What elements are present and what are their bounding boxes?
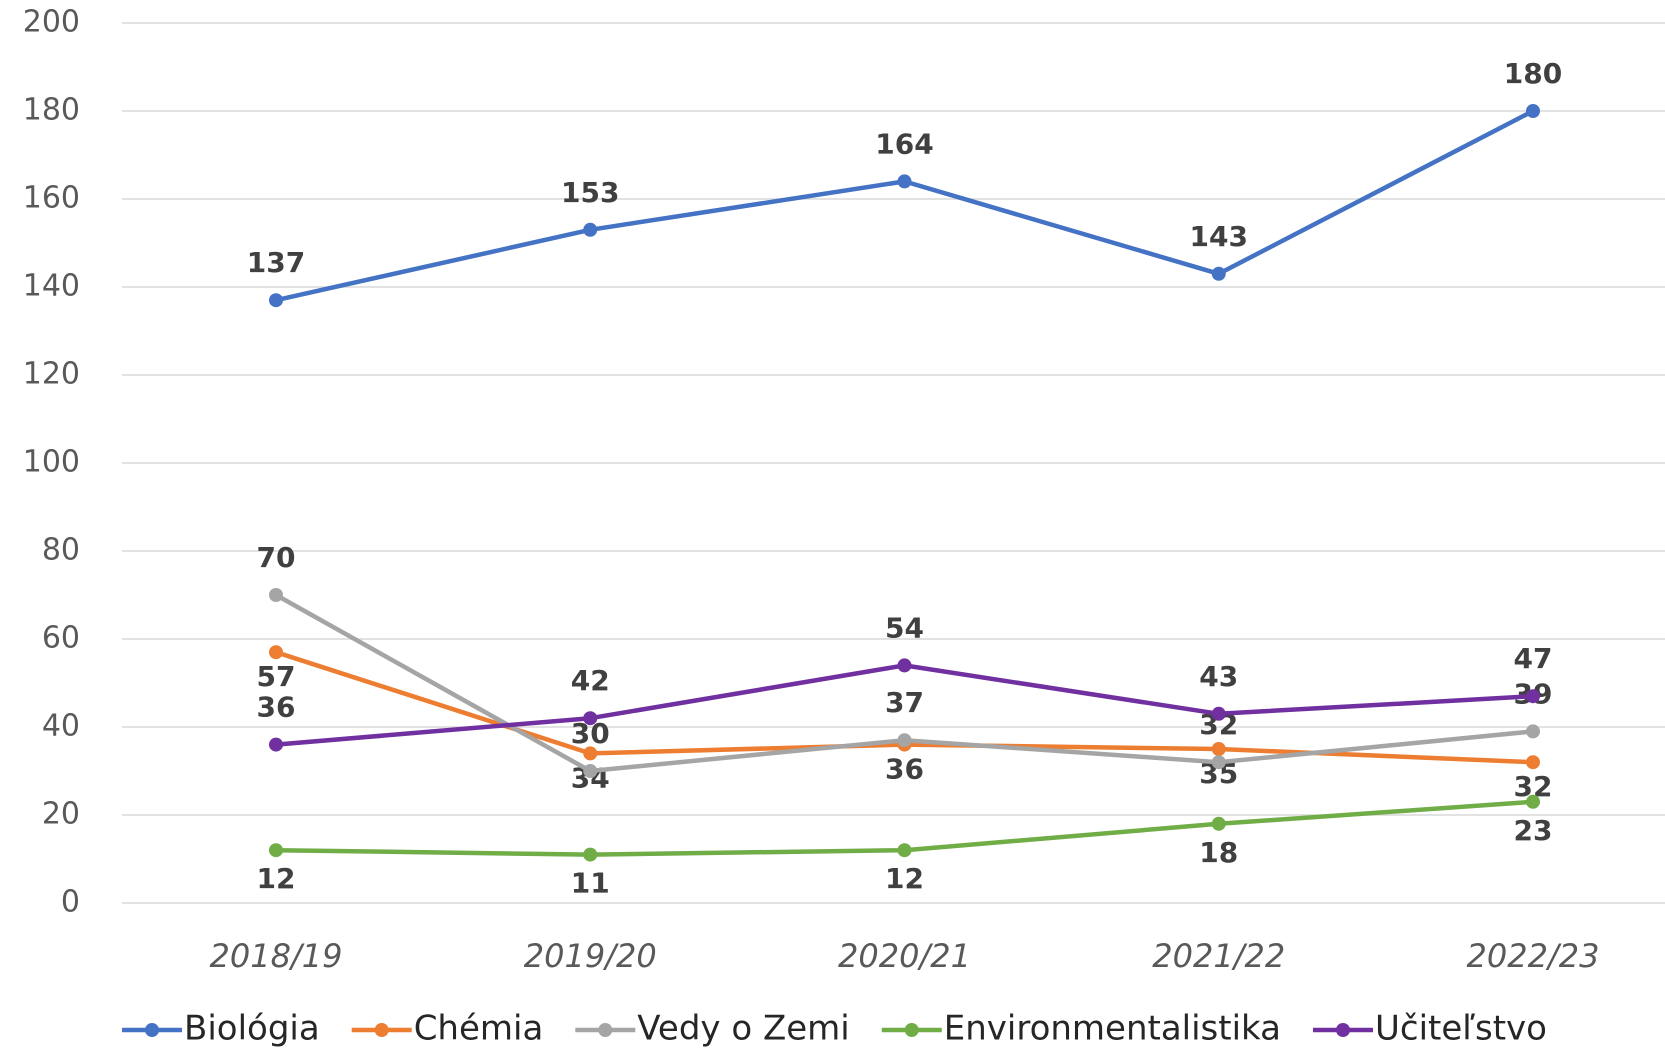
legend-marker [1335, 1023, 1350, 1037]
data-label: 143 [1190, 220, 1248, 253]
x-tick-label: 2021/22 [1152, 937, 1285, 975]
series-marker [269, 645, 283, 660]
data-label: 137 [247, 246, 305, 279]
series-marker [583, 746, 598, 761]
y-tick-label: 80 [42, 533, 80, 568]
legend-label: Biológia [184, 1009, 320, 1049]
data-label: 12 [257, 862, 296, 895]
legend-marker [374, 1023, 389, 1037]
data-label: 153 [561, 176, 619, 209]
legend-marker [145, 1023, 159, 1037]
x-tick-label: 2022/23 [1467, 937, 1600, 975]
series-marker [583, 847, 598, 862]
series-marker [1526, 755, 1540, 770]
data-label: 57 [257, 660, 296, 693]
y-tick-label: 140 [23, 269, 80, 304]
series-marker [1526, 724, 1540, 739]
y-tick-label: 60 [42, 621, 80, 656]
series-marker [1211, 755, 1226, 770]
y-tick-label: 40 [42, 709, 80, 744]
y-tick-label: 20 [42, 797, 80, 832]
series-marker [897, 174, 912, 189]
y-tick-label: 100 [23, 445, 80, 480]
data-label: 164 [875, 127, 933, 160]
series-marker [897, 843, 912, 858]
series-marker [269, 293, 283, 308]
y-tick-label: 200 [23, 5, 80, 40]
legend-label: Environmentalistika [944, 1009, 1281, 1049]
series-marker [269, 737, 283, 752]
x-tick-label: 2018/19 [210, 937, 343, 975]
y-tick-label: 0 [61, 885, 80, 920]
data-label: 42 [571, 664, 610, 697]
series-marker [583, 222, 598, 237]
data-label: 18 [1199, 836, 1238, 869]
x-tick-label: 2019/20 [524, 937, 657, 975]
legend-label: Vedy o Zemi [637, 1009, 849, 1049]
data-label: 37 [885, 686, 924, 719]
series-marker [1211, 816, 1226, 831]
series-marker [1211, 266, 1226, 281]
data-label: 11 [571, 867, 610, 900]
series-marker [583, 711, 598, 726]
legend-label: Chémia [414, 1009, 544, 1049]
series-marker [583, 764, 598, 778]
data-label: 180 [1504, 57, 1562, 90]
legend-marker [598, 1023, 613, 1037]
series-marker [1211, 706, 1226, 721]
legend-label: Učiteľstvo [1375, 1009, 1547, 1049]
series-marker [1526, 104, 1540, 118]
series-marker [897, 733, 912, 748]
series-marker [1526, 794, 1540, 809]
series-marker [269, 843, 283, 858]
y-tick-label: 180 [23, 93, 80, 128]
series-marker [269, 588, 283, 602]
legend-marker [904, 1023, 919, 1037]
data-label: 12 [885, 862, 924, 895]
data-label: 43 [1199, 660, 1238, 693]
series-marker [897, 658, 912, 673]
x-tick-label: 2020/21 [838, 937, 971, 975]
data-label: 36 [885, 753, 924, 786]
series-marker [1211, 742, 1226, 756]
data-label: 36 [257, 691, 296, 724]
data-label: 47 [1514, 642, 1553, 675]
data-label: 70 [257, 541, 296, 574]
y-tick-label: 160 [23, 181, 80, 216]
data-label: 54 [885, 611, 924, 644]
data-label: 23 [1514, 814, 1553, 847]
y-tick-label: 120 [23, 357, 80, 392]
series-marker [1526, 689, 1540, 704]
